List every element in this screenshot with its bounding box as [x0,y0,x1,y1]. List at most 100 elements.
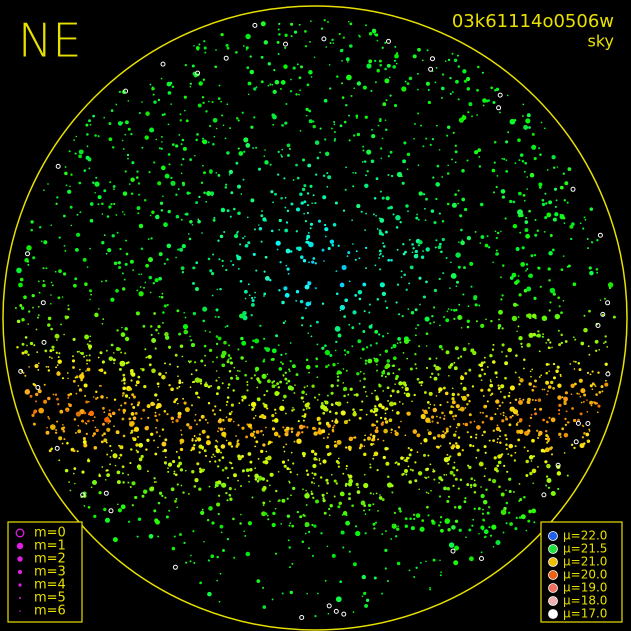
star [427,476,430,478]
star [158,252,163,257]
star [312,477,315,480]
star [118,265,122,270]
star [290,78,292,81]
star [155,519,160,525]
star [48,417,51,420]
star [333,443,338,448]
star [381,233,385,236]
star [332,426,335,429]
star [414,363,417,366]
star [425,247,430,252]
star [202,101,205,104]
star [409,265,414,270]
star [578,368,582,372]
star [469,261,474,266]
star [182,397,185,400]
star [518,191,522,196]
star [276,248,279,251]
star [454,519,459,523]
star [378,333,381,336]
star [398,381,403,386]
star [507,347,512,353]
star [229,127,232,130]
star [280,361,282,364]
star [531,132,535,136]
star [567,167,572,171]
star [513,459,517,462]
star [21,351,25,355]
star [385,196,390,201]
star [280,154,283,156]
star [323,223,327,227]
star [349,387,353,391]
star [339,304,346,311]
star [85,359,89,362]
star [301,540,305,544]
star [551,155,556,160]
star [122,392,125,395]
star [117,121,123,126]
star [281,460,286,464]
star [116,329,119,332]
star [473,491,477,494]
star [216,440,219,443]
star [290,22,294,26]
star [256,386,259,389]
star [203,46,207,50]
star [517,421,519,424]
star [364,359,368,362]
star [441,73,445,76]
star [314,615,317,618]
star [73,283,77,288]
star [373,437,375,439]
star [299,515,303,519]
star [312,124,316,129]
star [377,438,380,441]
star [281,300,285,305]
star [554,313,561,320]
star [250,377,253,380]
star [195,261,199,265]
star [195,201,199,205]
star [233,556,236,559]
star [532,482,535,485]
star [404,524,408,528]
star [520,342,523,345]
star [424,207,426,210]
star [384,548,388,553]
star [109,456,112,458]
star [227,386,230,389]
star [286,497,289,500]
star [161,292,164,295]
star [51,345,55,349]
star [448,542,455,548]
star [444,60,447,63]
star [389,394,393,398]
star [523,358,526,362]
star [242,469,245,473]
star [69,185,71,188]
star [136,535,139,538]
star [312,463,317,469]
star [167,91,172,95]
star [89,298,91,301]
star [409,367,413,371]
star [404,250,407,254]
star [353,436,357,439]
star [480,486,482,488]
star [461,169,465,173]
star [105,517,110,523]
star [290,427,294,431]
star [462,293,465,296]
star [116,503,119,506]
star [217,315,220,319]
star [482,104,485,107]
star [478,155,481,158]
star [141,146,144,149]
star [500,509,507,516]
star [447,308,450,310]
star [363,438,366,442]
star [277,344,280,346]
star [509,199,513,204]
star [73,467,77,470]
